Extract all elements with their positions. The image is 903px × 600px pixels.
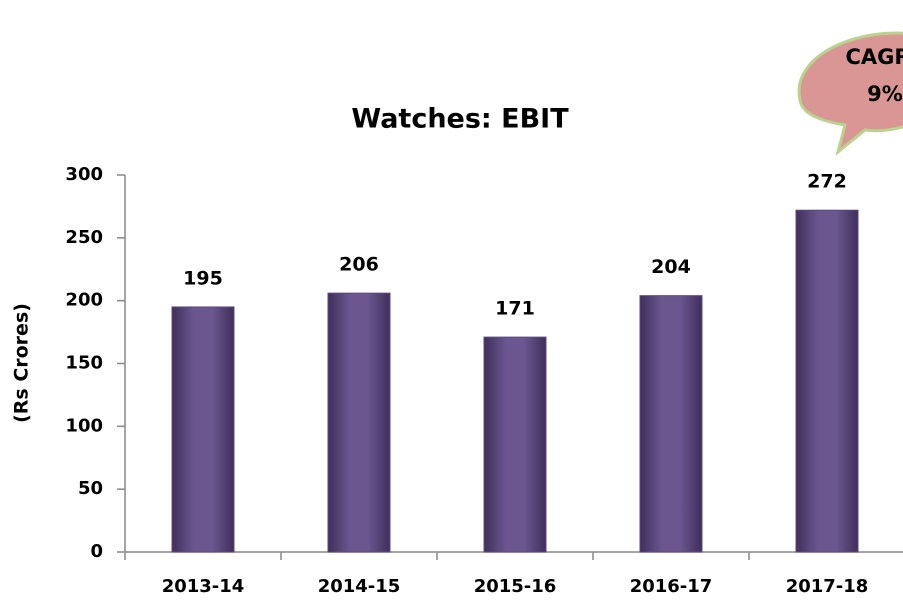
callout: CAGR 9% <box>797 31 903 157</box>
y-tick-label: 50 <box>78 478 103 499</box>
y-axis-label: (Rs Crores) <box>11 303 33 423</box>
value-label: 206 <box>339 254 379 276</box>
y-tick-label: 250 <box>65 227 103 248</box>
y-tick-label: 200 <box>65 290 103 311</box>
y-tick-label: 100 <box>65 415 103 436</box>
callout-bubble <box>797 31 903 157</box>
bar <box>639 295 703 553</box>
x-tick-label: 2014-15 <box>318 576 401 597</box>
y-tick-label: 0 <box>90 541 103 562</box>
bar <box>795 209 859 553</box>
x-tick-label: 2016-17 <box>630 576 713 597</box>
x-tick-label: 2017-18 <box>786 576 869 597</box>
value-label: 204 <box>651 256 691 278</box>
x-tick-label: 2013-14 <box>162 576 245 597</box>
y-tick-label: 150 <box>65 353 103 374</box>
bar <box>327 292 391 553</box>
value-label: 171 <box>495 298 535 320</box>
bar <box>483 336 547 553</box>
y-tick-label: 300 <box>65 164 103 185</box>
value-label: 272 <box>807 171 847 193</box>
callout-text: 9% <box>867 82 903 106</box>
x-tick-label: 2015-16 <box>474 576 557 597</box>
bar <box>171 306 235 553</box>
value-label: 195 <box>183 267 223 289</box>
chart-title: Watches: EBIT <box>351 104 569 135</box>
callout-text: CAGR <box>845 45 903 69</box>
